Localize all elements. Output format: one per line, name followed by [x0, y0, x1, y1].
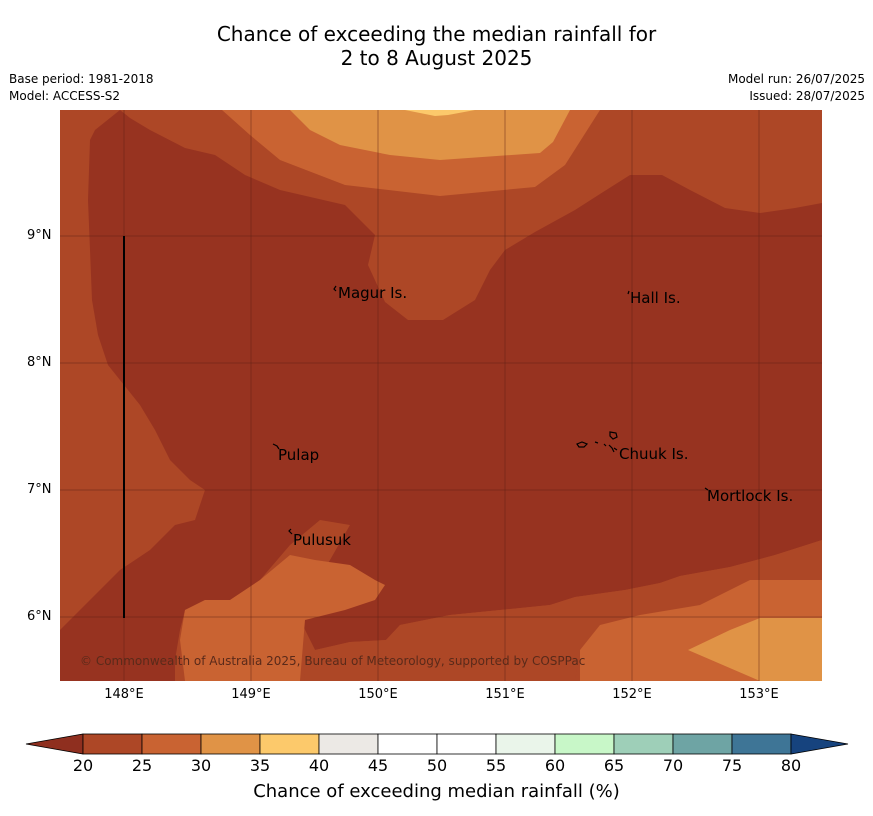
base-period-label: Base period: 1981-2018 — [9, 72, 154, 86]
issued-label: Issued: 28/07/2025 — [749, 89, 865, 103]
lat-label-9n: 9°N — [27, 228, 52, 243]
contour-20-25-west — [60, 420, 68, 436]
place-chuuk: Chuuk Is. — [619, 445, 689, 463]
colorbar-swatch-35-40 — [259, 733, 320, 755]
place-hall: Hall Is. — [630, 289, 681, 307]
colorbar-swatch-70-75 — [672, 733, 733, 755]
lon-label-151e: 151°E — [485, 687, 525, 702]
pulusuk-island-shape — [288, 528, 293, 535]
colorbar-over-arrow — [790, 733, 849, 755]
title-line-2: 2 to 8 August 2025 — [340, 46, 533, 70]
colorbar-tick: 70 — [662, 756, 684, 775]
contour-30-35-top — [290, 110, 570, 160]
lon-label-150e: 150°E — [358, 687, 398, 702]
hall-island-shape — [627, 290, 630, 295]
colorbar-tick: 60 — [544, 756, 566, 775]
colorbar-tick: 45 — [367, 756, 389, 775]
colorbar-under-arrow — [25, 733, 84, 755]
colorbar-swatch-40-45 — [318, 733, 379, 755]
colorbar-tick: 25 — [131, 756, 153, 775]
lon-label-148e: 148°E — [104, 687, 144, 702]
lon-label-149e: 149°E — [231, 687, 271, 702]
meta-right: Model run: 26/07/2025 Issued: 28/07/2025 — [728, 71, 865, 105]
place-mortlock: Mortlock Is. — [707, 487, 794, 505]
colorbar-tick: 40 — [308, 756, 330, 775]
colorbar-tick: 80 — [780, 756, 802, 775]
lon-label-152e: 152°E — [612, 687, 652, 702]
colorbar-swatch-45-50 — [377, 733, 438, 755]
contour-35-40-top — [405, 110, 475, 116]
contour-deep-main — [60, 110, 822, 681]
colorbar-tick: 35 — [249, 756, 271, 775]
colorbar-swatch-20-25 — [82, 733, 143, 755]
title-line-1: Chance of exceeding the median rainfall … — [216, 22, 657, 46]
model-run-label: Model run: 26/07/2025 — [727, 72, 865, 86]
colorbar-swatch-65-70 — [613, 733, 674, 755]
lat-label-8n: 8°N — [27, 355, 52, 370]
contour-20-25-lower — [300, 540, 822, 681]
colorbar-tick: 30 — [190, 756, 212, 775]
colorbar — [25, 733, 849, 755]
colorbar-tick: 20 — [72, 756, 94, 775]
colorbar-swatch-55-60 — [495, 733, 556, 755]
colorbar-swatch-30-35 — [200, 733, 261, 755]
contour-25-30-southwest — [180, 555, 385, 681]
graticule — [60, 110, 822, 681]
place-pulap: Pulap — [278, 446, 320, 464]
copyright-notice: © Commonwealth of Australia 2025, Bureau… — [80, 654, 586, 668]
colorbar-swatch-50-55 — [436, 733, 497, 755]
colorbar-tick: 50 — [426, 756, 448, 775]
island-outlines — [272, 285, 709, 535]
colorbar-tick: 75 — [721, 756, 743, 775]
lon-label-153e: 153°E — [739, 687, 779, 702]
place-pulusuk: Pulusuk — [293, 531, 351, 549]
meta-left: Base period: 1981-2018 Model: ACCESS-S2 — [9, 71, 154, 105]
colorbar-tick: 65 — [603, 756, 625, 775]
contour-30-35-southeast — [688, 618, 822, 681]
lat-label-6n: 6°N — [27, 609, 52, 624]
map-title: Chance of exceeding the median rainfall … — [0, 22, 873, 70]
model-label: Model: ACCESS-S2 — [9, 89, 121, 103]
magur-island-shape — [333, 285, 337, 292]
colorbar-tick: 55 — [485, 756, 507, 775]
place-magur: Magur Is. — [338, 284, 408, 302]
mortlock-island-shape — [704, 487, 709, 491]
colorbar-swatch-25-30 — [141, 733, 202, 755]
colorbar-swatch-60-65 — [554, 733, 615, 755]
colorbar-title: Chance of exceeding median rainfall (%) — [253, 781, 620, 802]
chuuk-island-shape — [576, 431, 618, 453]
lat-label-7n: 7°N — [27, 482, 52, 497]
pulap-island-shape — [272, 443, 280, 450]
colorbar-swatch-75-80 — [731, 733, 792, 755]
rainfall-contours — [60, 110, 822, 681]
